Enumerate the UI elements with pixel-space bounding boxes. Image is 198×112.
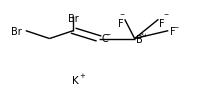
Text: Br: Br xyxy=(68,14,79,24)
Text: −: − xyxy=(120,12,125,16)
Text: K: K xyxy=(72,76,79,86)
Text: F: F xyxy=(159,18,165,28)
Text: −: − xyxy=(106,31,111,36)
Text: −: − xyxy=(173,24,179,29)
Text: B: B xyxy=(136,35,142,45)
Text: 3+: 3+ xyxy=(139,32,148,37)
Text: F: F xyxy=(118,18,124,28)
Text: C: C xyxy=(102,34,109,44)
Text: Br: Br xyxy=(11,26,22,36)
Text: −: − xyxy=(163,12,168,16)
Text: F: F xyxy=(170,26,175,36)
Text: +: + xyxy=(79,72,85,78)
